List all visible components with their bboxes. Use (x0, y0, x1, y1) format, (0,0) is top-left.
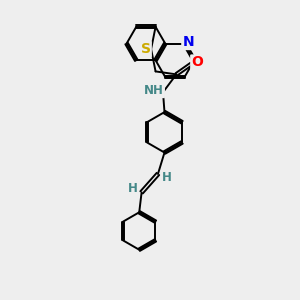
Text: S: S (141, 42, 151, 56)
Text: H: H (162, 171, 172, 184)
Text: NH: NH (144, 84, 164, 97)
Text: H: H (128, 182, 138, 195)
Text: O: O (191, 56, 203, 70)
Text: N: N (182, 35, 194, 49)
